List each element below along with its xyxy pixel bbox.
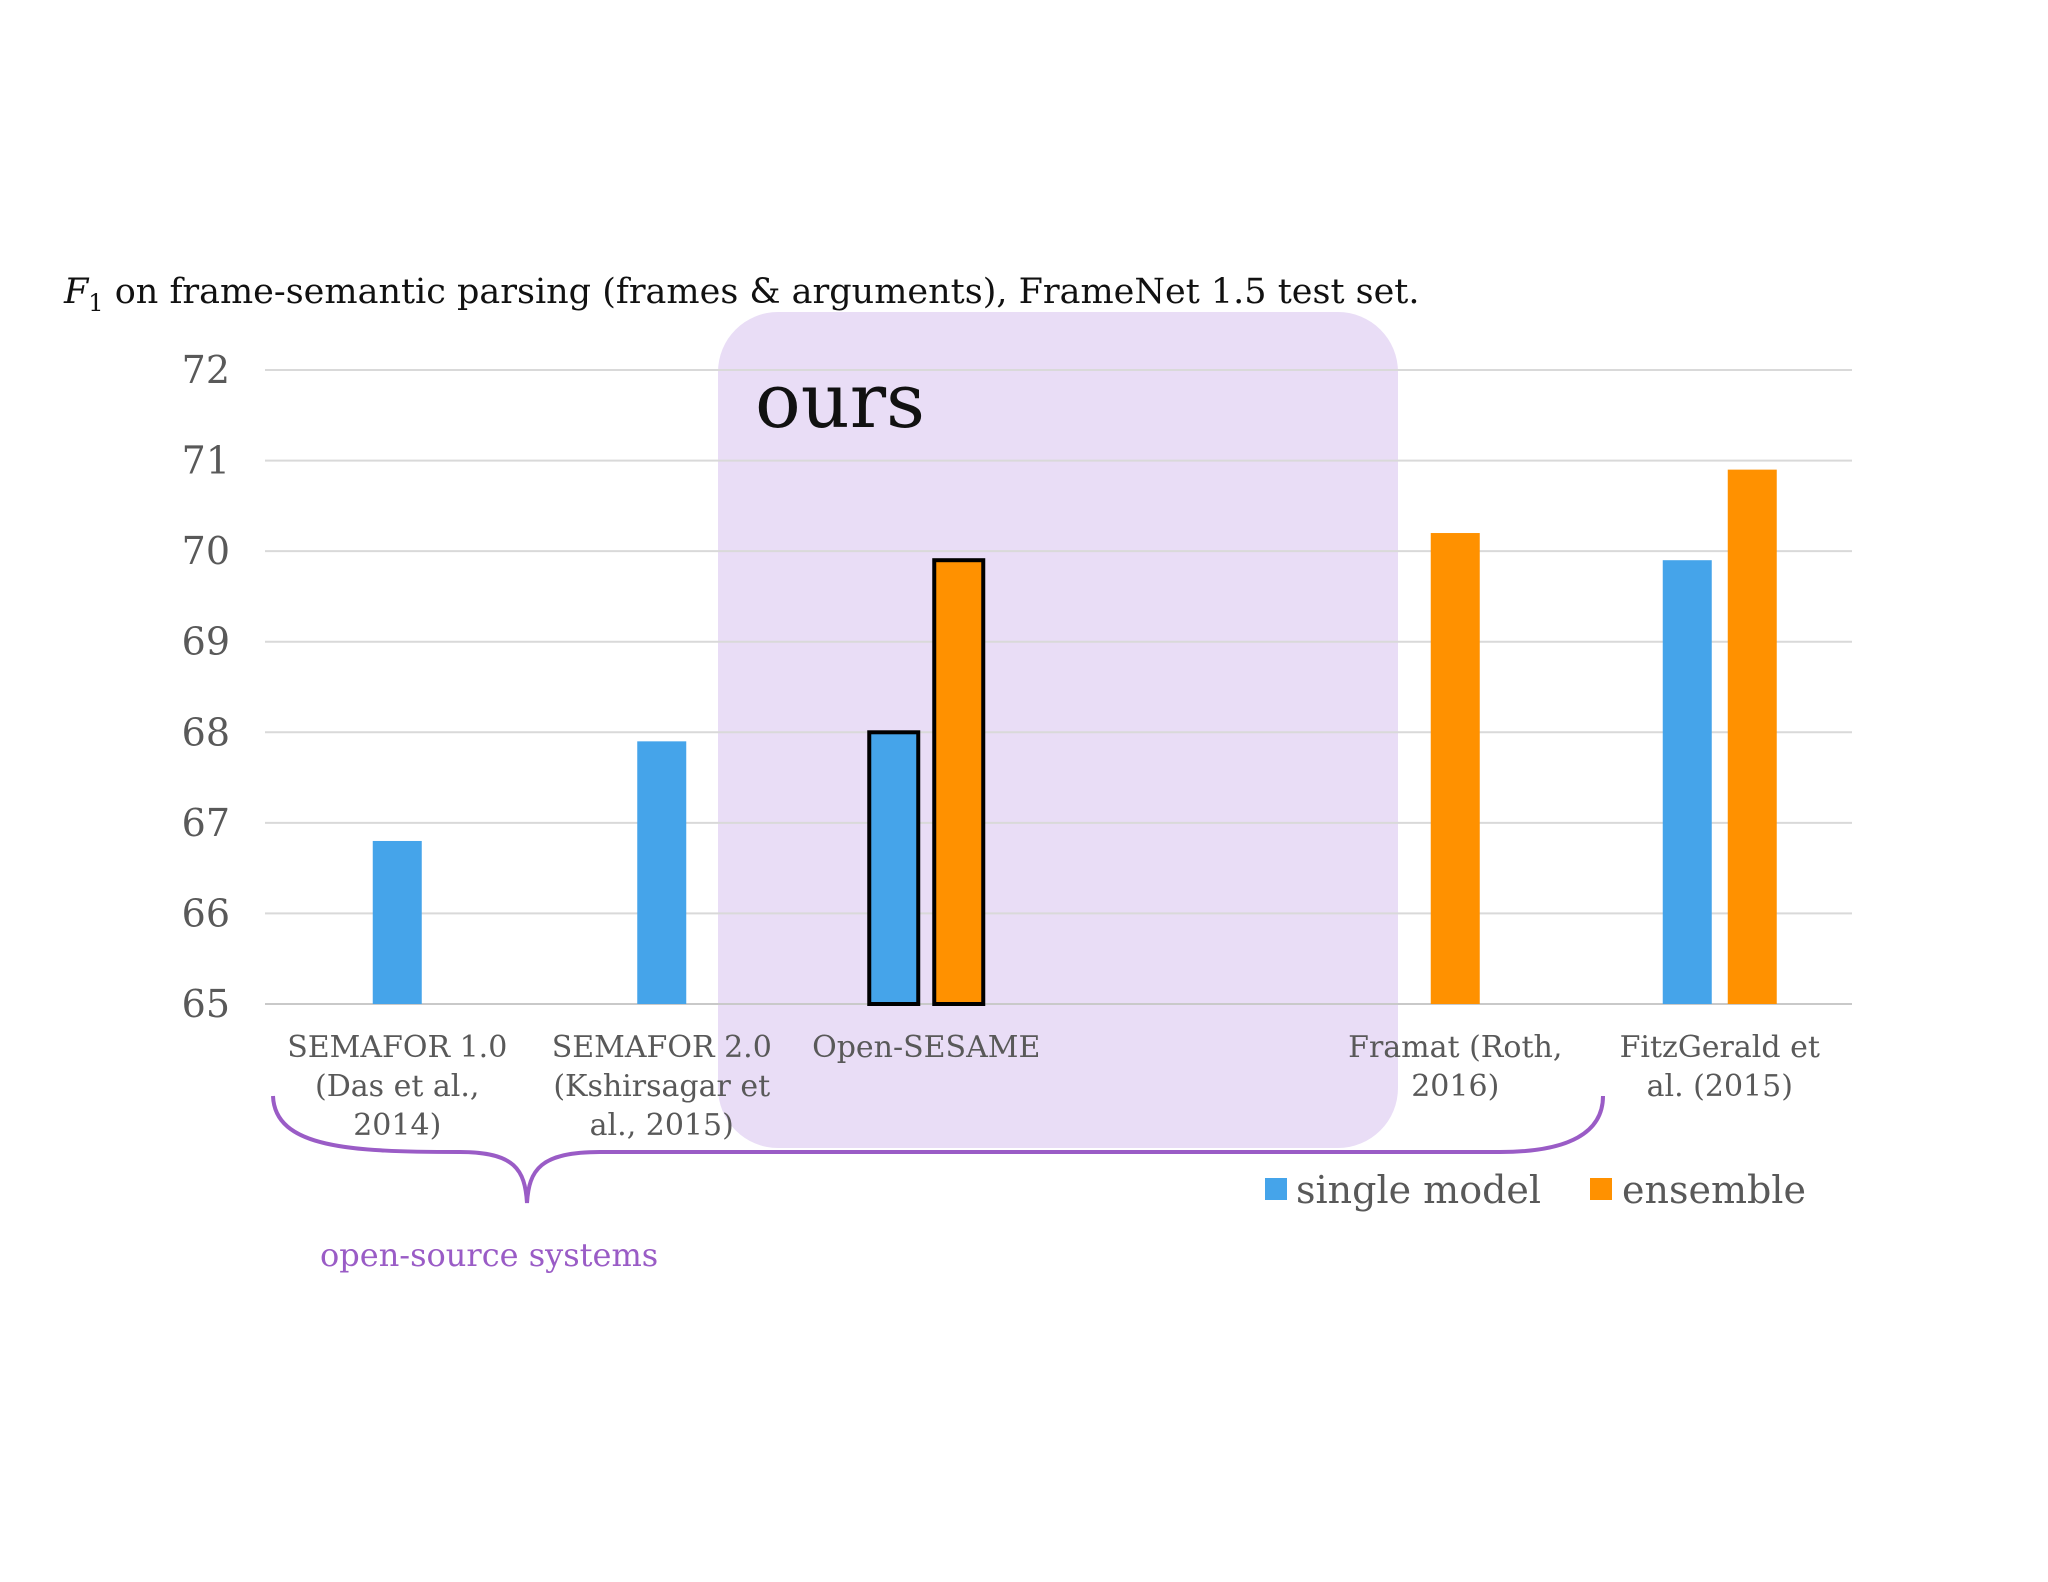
category-label-line: al., 2015) — [590, 1108, 734, 1143]
y-axis-tick-labels: 65 66 67 68 69 70 71 72 — [182, 348, 230, 1026]
y-tick-label: 71 — [182, 439, 230, 483]
category-label-line: 2016) — [1411, 1069, 1499, 1104]
y-tick-label: 65 — [182, 982, 230, 1026]
ours-label: ours — [755, 356, 925, 445]
bar-single-model — [1662, 560, 1712, 1004]
legend: single model ensemble — [1265, 1168, 1806, 1212]
bar-ensemble — [932, 558, 986, 1006]
y-tick-label: 66 — [182, 891, 230, 935]
bar-single-model — [867, 730, 921, 1006]
category-label: SEMAFOR 1.0 (Das et al., 2014) — [287, 1030, 507, 1143]
category-label-line: Open-SESAME — [812, 1030, 1040, 1065]
category-label-line: (Das et al., — [315, 1069, 479, 1104]
x-axis-category-labels: SEMAFOR 1.0 (Das et al., 2014) SEMAFOR 2.0 (… — [287, 1030, 1820, 1143]
category-label-line: 2014) — [353, 1108, 441, 1143]
y-tick-label: 70 — [182, 529, 230, 573]
category-label: SEMAFOR 2.0 (Kshirsagar et al., 2015) — [552, 1030, 772, 1143]
legend-label-ensemble: ensemble — [1622, 1168, 1806, 1212]
chart-title: F1 on frame-semantic parsing (frames & a… — [63, 272, 1420, 317]
title-symbol: F — [63, 272, 90, 312]
bar-single-model — [372, 840, 422, 1004]
gridlines — [265, 369, 1852, 1005]
bars — [372, 469, 1777, 1006]
category-label-line: Framat (Roth, — [1348, 1030, 1562, 1065]
legend-label-single-model: single model — [1296, 1168, 1541, 1212]
legend-swatch-ensemble — [1590, 1178, 1612, 1200]
category-label-line: FitzGerald et — [1620, 1030, 1820, 1065]
category-label: Open-SESAME — [812, 1030, 1040, 1065]
category-label-line: SEMAFOR 2.0 — [552, 1030, 772, 1065]
bar-ensemble — [1430, 533, 1480, 1004]
category-label-line: (Kshirsagar et — [553, 1069, 770, 1104]
open-source-brace — [271, 1095, 1605, 1204]
category-label: FitzGerald et al. (2015) — [1620, 1030, 1820, 1104]
y-tick-label: 72 — [182, 348, 230, 392]
y-tick-label: 67 — [182, 801, 230, 845]
bar-single-model — [637, 741, 687, 1004]
y-tick-label: 69 — [182, 620, 230, 664]
category-label-line: al. (2015) — [1647, 1069, 1793, 1104]
legend-swatch-single-model — [1265, 1178, 1287, 1200]
open-source-systems-label: open-source systems — [320, 1236, 658, 1274]
y-tick-label: 68 — [182, 710, 230, 754]
title-text: on frame-semantic parsing (frames & argu… — [104, 272, 1420, 312]
title-subscript: 1 — [88, 289, 103, 317]
category-label: Framat (Roth, 2016) — [1348, 1030, 1562, 1104]
bar-ensemble — [1727, 469, 1777, 1005]
category-label-line: SEMAFOR 1.0 — [287, 1030, 507, 1065]
